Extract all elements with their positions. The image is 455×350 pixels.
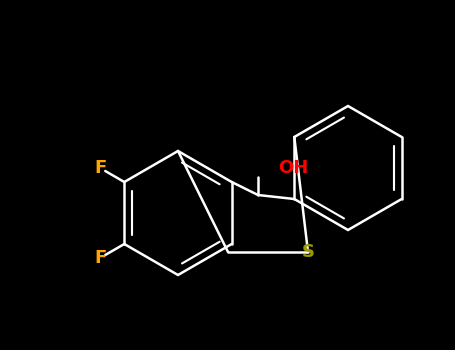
Text: F: F <box>94 249 106 267</box>
Text: S: S <box>302 243 314 261</box>
Text: OH: OH <box>278 159 308 177</box>
Text: F: F <box>94 159 106 177</box>
